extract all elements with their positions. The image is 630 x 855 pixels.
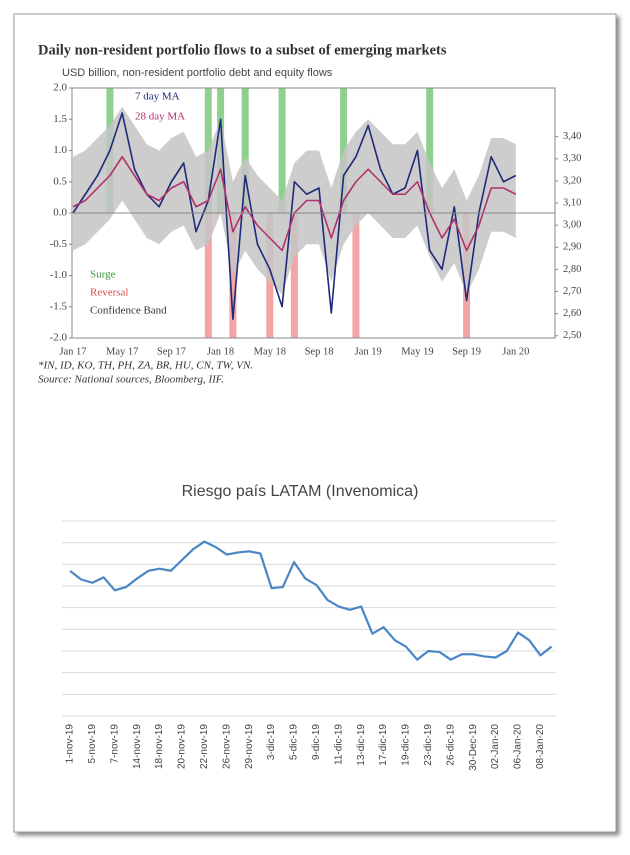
footnote: *IN, ID, KO, TH, PH, ZA, BR, HU, CN, TW,…: [38, 360, 253, 372]
x-tick-label: May 19: [401, 346, 433, 357]
x-tick-label: Jan 19: [355, 346, 382, 357]
plot-frame: [71, 87, 556, 339]
y-tick-label: -1.0: [50, 269, 68, 281]
legend-label: Reversal: [90, 287, 128, 299]
chart-title: Riesgo país LATAM (Invenomica): [182, 483, 419, 500]
x-tick-label: 19-dic-19: [401, 724, 412, 766]
shaded-bar: [290, 213, 298, 338]
legend-label: 7 day MA: [135, 91, 180, 103]
x-tick-label: 26-dic-19: [445, 724, 456, 766]
x-tick-label: Jan 17: [59, 346, 86, 357]
x-tick-label: 1-nov-19: [65, 724, 76, 764]
x-tick-label: 14-nov-19: [132, 724, 143, 769]
legend-label: Confidence Band: [90, 305, 167, 317]
x-tick-label: 23-dic-19: [423, 724, 434, 766]
x-tick-label: 13-dic-19: [356, 724, 367, 766]
x-tick-label: 5-dic-19: [289, 724, 300, 761]
x-tick-label: 30-Dec-19: [468, 724, 479, 771]
y2-tick-label: 2,50: [563, 330, 581, 341]
y-tick-label: -0.5: [50, 238, 68, 250]
x-tick-label: 20-nov-19: [177, 724, 188, 769]
y2-tick-label: 3,20: [563, 175, 581, 186]
chart-title: Daily non-resident portfolio flows to a …: [38, 42, 447, 58]
y2-tick-label: 3,10: [563, 197, 581, 208]
y-tick-label: 2.0: [53, 82, 67, 94]
y2-tick-label: 2,90: [563, 242, 581, 253]
x-tick-label: Sep 17: [157, 346, 186, 357]
shaded-bar: [204, 213, 212, 338]
y2-tick-label: 2,70: [563, 286, 581, 297]
y2-tick-label: 2,80: [563, 264, 581, 275]
x-tick-label: 08-Jan-20: [535, 724, 546, 769]
x-tick-label: Jan 20: [502, 346, 529, 357]
y-tick-label: -2.0: [50, 332, 68, 344]
x-tick-label: 26-nov-19: [221, 724, 232, 769]
x-tick-label: Sep 19: [452, 346, 481, 357]
x-tick-label: 5-nov-19: [87, 724, 98, 764]
shaded-bar: [278, 88, 286, 213]
x-tick-label: 29-nov-19: [244, 724, 255, 769]
x-tick-label: Jan 18: [207, 346, 234, 357]
x-tick-label: 3-dic-19: [266, 724, 277, 761]
x-tick-label: 02-Jan-20: [490, 724, 501, 769]
y-tick-label: 0.5: [53, 175, 67, 187]
x-tick-label: Sep 18: [305, 346, 334, 357]
x-tick-label: 7-nov-19: [109, 724, 120, 764]
y-tick-label: 0.0: [53, 207, 67, 219]
x-tick-label: May 18: [254, 346, 286, 357]
x-tick-label: 17-dic-19: [378, 724, 389, 766]
y2-tick-label: 3,00: [563, 220, 581, 231]
x-tick-label: 11-dic-19: [333, 724, 344, 765]
y-tick-label: 1.0: [53, 144, 67, 156]
x-tick-label: 18-nov-19: [154, 724, 165, 769]
x-tick-label: 9-dic-19: [311, 724, 322, 761]
chart-subtitle: USD billion, non-resident portfolio debt…: [62, 67, 333, 79]
y-tick-label: 1.5: [53, 113, 67, 125]
x-tick-label: 06-Jan-20: [513, 724, 524, 769]
shaded-bar: [426, 88, 434, 213]
x-tick-label: May 17: [106, 346, 138, 357]
y2-tick-label: 2,60: [563, 308, 581, 319]
y2-tick-label: 3,40: [563, 131, 581, 142]
shaded-bar: [241, 88, 249, 213]
legend-label: Surge: [90, 269, 116, 281]
source-note: Source: National sources, Bloomberg, IIF…: [38, 374, 224, 386]
shaded-bar: [352, 213, 360, 338]
series-line: [69, 540, 553, 661]
y2-tick-label: 3,30: [563, 153, 581, 164]
y-tick-label: -1.5: [50, 300, 68, 312]
legend-label: 28 day MA: [135, 111, 185, 123]
x-tick-label: 22-nov-19: [199, 724, 210, 769]
confidence-band: [73, 106, 516, 295]
